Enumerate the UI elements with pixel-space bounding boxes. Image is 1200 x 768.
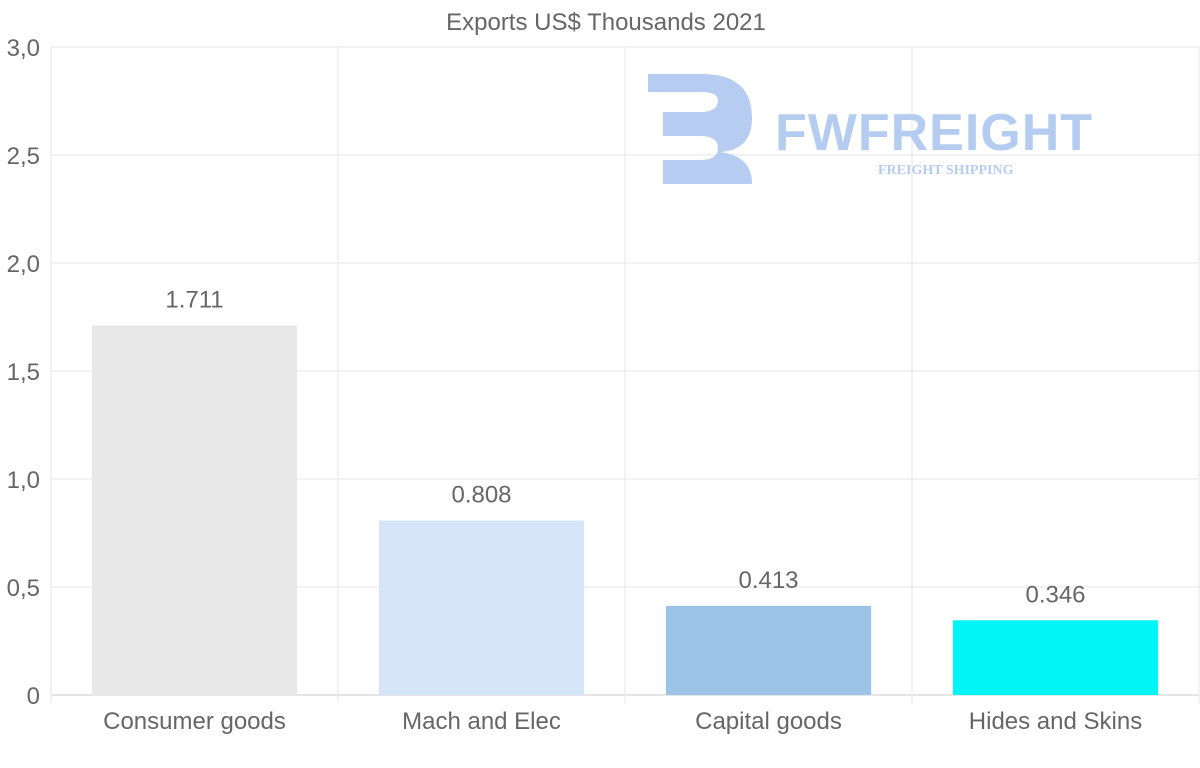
bars [91, 325, 1159, 695]
chart-title: Exports US$ Thousands 2021 [446, 9, 766, 36]
value-labels: 1.711 0.808 0.413 0.346 [165, 286, 1085, 608]
y-tick-label: 1,5 [7, 359, 40, 386]
bar[interactable] [952, 620, 1159, 695]
bar-value-label: 0.413 [738, 567, 798, 594]
x-tick-label: Mach and Elec [402, 708, 561, 735]
fwfreight-logo-icon [648, 74, 752, 184]
bar-value-label: 1.711 [165, 286, 223, 313]
y-tick-label: 3,0 [7, 35, 40, 62]
fwfreight-watermark: FWFREIGHT FREIGHT SHIPPING [648, 74, 1093, 184]
x-axis: Consumer goods Mach and Elec Capital goods… [103, 708, 1142, 735]
bar[interactable] [91, 325, 298, 695]
bar-value-label: 0.808 [451, 481, 511, 508]
y-axis: 0 0,5 1,0 1,5 2,0 2,5 3,0 [7, 35, 40, 710]
y-tick-label: 0,5 [7, 575, 40, 602]
bar[interactable] [378, 520, 585, 695]
bar[interactable] [665, 605, 872, 695]
y-tick-label: 1,0 [7, 467, 40, 494]
x-tick-label: Consumer goods [103, 708, 286, 735]
y-tick-label: 2,0 [7, 251, 40, 278]
bar-value-label: 0.346 [1025, 581, 1085, 608]
y-tick-label: 2,5 [7, 143, 40, 170]
watermark-brand: FWFREIGHT [775, 104, 1093, 162]
x-tick-label: Capital goods [695, 708, 842, 735]
x-tick-label: Hides and Skins [969, 708, 1142, 735]
watermark-tagline: FREIGHT SHIPPING [878, 163, 1014, 178]
y-tick-label: 0 [27, 683, 40, 710]
